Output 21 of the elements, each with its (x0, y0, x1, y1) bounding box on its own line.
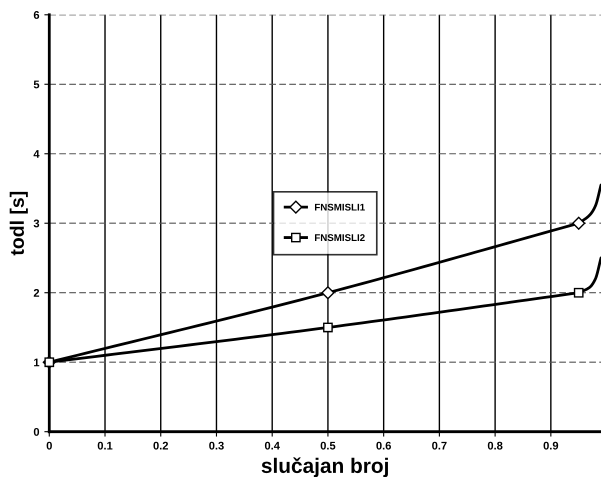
legend-label: FNSMISLI2 (314, 234, 365, 242)
x-tick-label: 0 (46, 442, 52, 450)
x-tick-label: 0.2 (153, 442, 168, 450)
y-tick-label: 6 (34, 11, 40, 19)
x-tick-label: 0.9 (544, 442, 558, 450)
y-tick-label: 2 (34, 288, 40, 297)
x-tick-label: 0.6 (376, 442, 391, 450)
y-tick-label: 0 (34, 428, 40, 436)
y-tick-label: 3 (34, 220, 40, 228)
x-tick-label: 0.3 (209, 442, 224, 450)
legend-label: FNSMISLI1 (314, 204, 365, 211)
y-tick-label: 1 (34, 358, 40, 366)
x-tick-label: 0.7 (432, 442, 447, 450)
x-axis-title: slučajan broj (262, 457, 388, 477)
y-axis-title: todl [s] (10, 192, 28, 256)
y-tick-label: 5 (34, 80, 40, 88)
x-tick-label: 0.4 (264, 442, 280, 450)
y-tick-label: 4 (34, 150, 40, 158)
x-tick-label: 0.5 (320, 442, 336, 450)
x-tick-label: 0.1 (98, 442, 112, 450)
x-tick-label: 0.8 (488, 442, 502, 450)
